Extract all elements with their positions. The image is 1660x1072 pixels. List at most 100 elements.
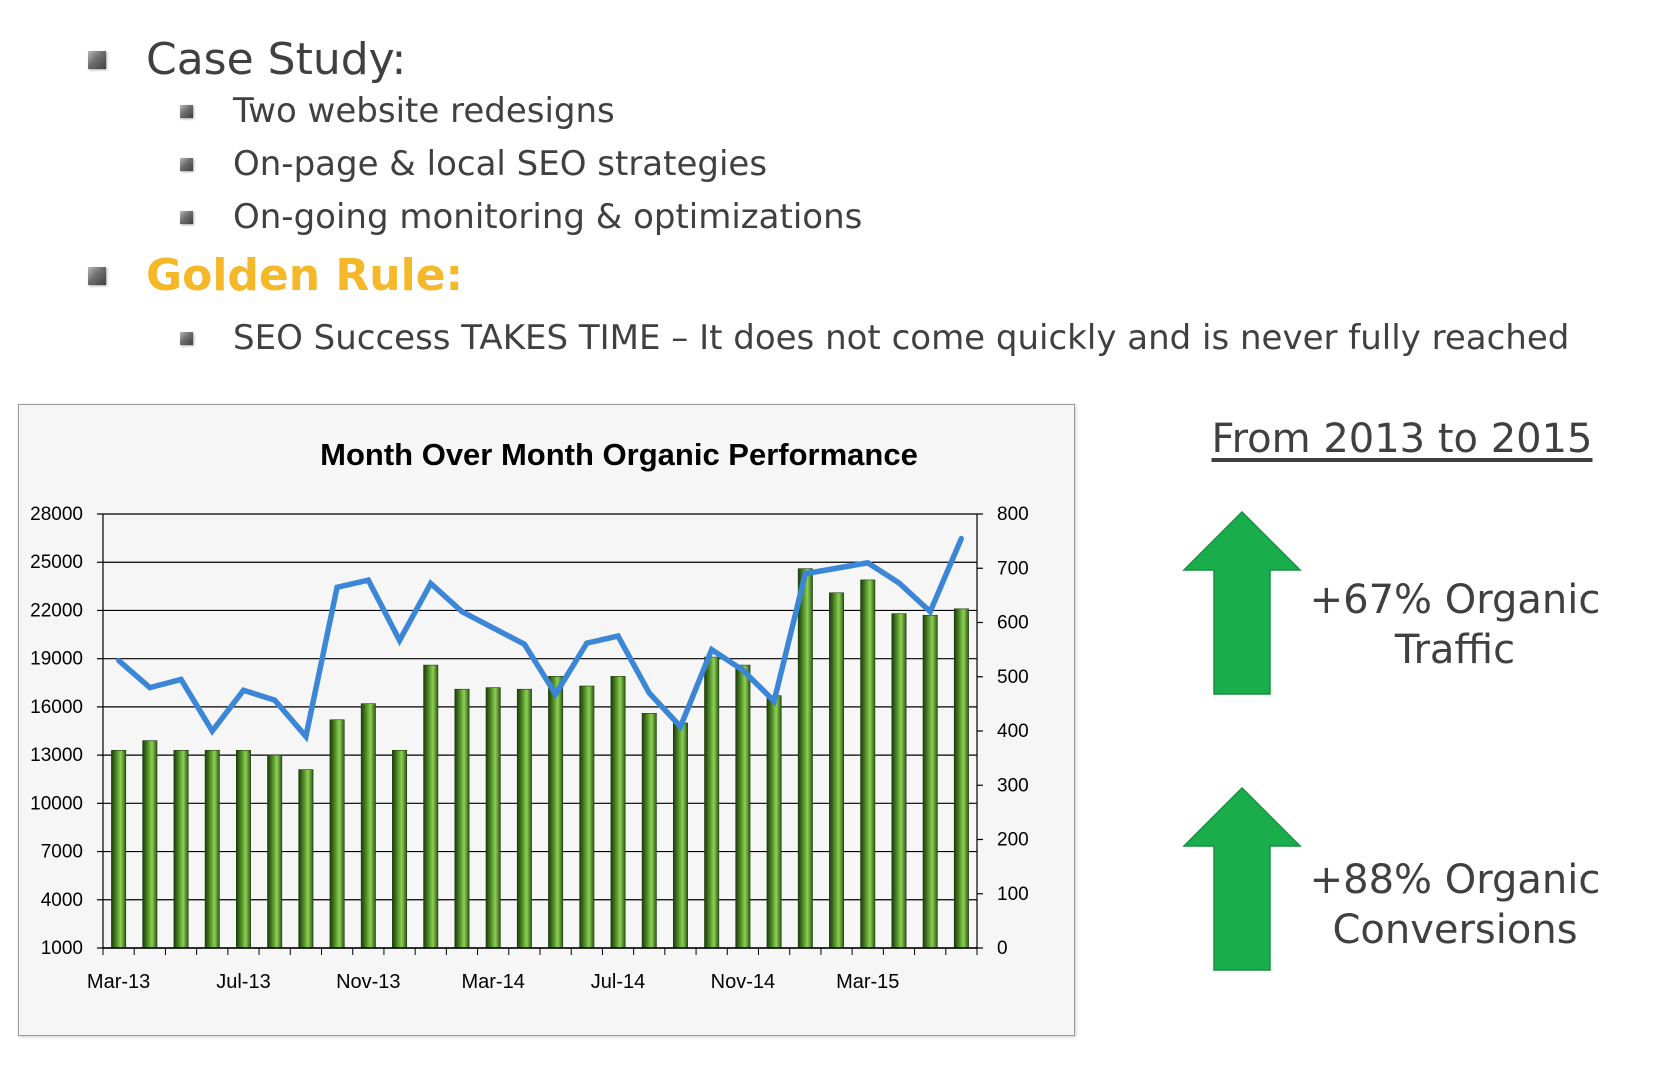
y-tick-label: 28000 bbox=[30, 504, 83, 525]
line-point bbox=[771, 698, 777, 704]
bullet-text: Two website redesigns bbox=[233, 91, 615, 131]
bullet-text: SEO Success TAKES TIME – It does not com… bbox=[233, 318, 1570, 358]
case-study-heading: Case Study: bbox=[146, 34, 407, 85]
line-point bbox=[958, 535, 964, 541]
bar bbox=[485, 687, 501, 949]
bar bbox=[797, 568, 813, 949]
x-tick-label: Mar-15 bbox=[836, 971, 899, 993]
bullet-seo-strategies: On-page & local SEO strategies bbox=[180, 144, 767, 184]
x-tick-label: Nov-13 bbox=[336, 971, 400, 993]
bullet-redesigns: Two website redesigns bbox=[180, 91, 615, 131]
traffic-stat-line1: +67% Organic bbox=[1309, 577, 1601, 623]
bar bbox=[392, 749, 408, 949]
bar bbox=[298, 769, 314, 949]
bullet-text: On-page & local SEO strategies bbox=[233, 144, 768, 184]
line-point bbox=[240, 687, 246, 693]
y-tick-label: 19000 bbox=[30, 649, 83, 670]
bar bbox=[142, 740, 158, 949]
line-point bbox=[147, 685, 153, 691]
line-point bbox=[834, 565, 840, 571]
y2-tick-label: 400 bbox=[997, 721, 1029, 742]
bar bbox=[235, 749, 251, 949]
line-point bbox=[521, 641, 527, 647]
x-tick-label: Nov-14 bbox=[711, 971, 775, 993]
line-point bbox=[896, 580, 902, 586]
y-tick-label: 1000 bbox=[41, 938, 83, 959]
bullet-monitoring: On-going monitoring & optimizations bbox=[180, 197, 862, 237]
bar bbox=[267, 754, 283, 949]
bullet-case-study: Case Study: bbox=[88, 34, 406, 85]
line-point bbox=[209, 728, 215, 734]
bullet-square-icon bbox=[180, 210, 193, 224]
bar bbox=[922, 614, 938, 949]
bar bbox=[204, 749, 220, 949]
bar bbox=[766, 695, 782, 949]
line-point bbox=[397, 637, 403, 643]
bar bbox=[704, 656, 720, 949]
combo-chart: Month Over Month Organic Performance 100… bbox=[30, 437, 1029, 993]
bar bbox=[579, 685, 595, 949]
summary-heading: From 2013 to 2015 bbox=[1211, 416, 1593, 462]
y-tick-label: 7000 bbox=[41, 842, 83, 863]
line-point bbox=[709, 647, 715, 653]
y-tick-label: 25000 bbox=[30, 552, 83, 573]
y2-tick-label: 100 bbox=[997, 884, 1029, 905]
golden-rule-heading: Golden Rule: bbox=[146, 250, 464, 301]
y-tick-label: 10000 bbox=[30, 793, 83, 814]
line-point bbox=[677, 724, 683, 730]
y-tick-label: 16000 bbox=[30, 697, 83, 718]
line-point bbox=[802, 571, 808, 577]
traffic-stat: +67% Organic Traffic bbox=[1290, 575, 1620, 675]
line-point bbox=[865, 560, 871, 566]
bar bbox=[610, 676, 626, 949]
bar bbox=[735, 664, 751, 949]
y-tick-label: 22000 bbox=[30, 600, 83, 621]
conversions-line bbox=[116, 537, 964, 743]
chart-title: Month Over Month Organic Performance bbox=[320, 437, 918, 472]
line-point bbox=[116, 657, 122, 663]
bar bbox=[953, 608, 969, 949]
bullet-square-icon bbox=[88, 266, 106, 285]
line-point bbox=[303, 733, 309, 739]
line-point bbox=[365, 577, 371, 583]
up-arrow-icon bbox=[1182, 786, 1302, 971]
line-point bbox=[740, 667, 746, 673]
y-tick-label: 13000 bbox=[30, 745, 83, 766]
y2-tick-label: 800 bbox=[997, 504, 1029, 525]
y2-tick-label: 600 bbox=[997, 613, 1029, 634]
bullet-square-icon bbox=[180, 104, 193, 118]
y2-tick-label: 200 bbox=[997, 830, 1029, 851]
bullet-square-icon bbox=[88, 50, 106, 69]
conversions-stat-line2: Conversions bbox=[1332, 907, 1578, 953]
line-point bbox=[490, 625, 496, 631]
bar bbox=[516, 688, 532, 949]
bar bbox=[423, 664, 439, 949]
bar bbox=[111, 749, 127, 949]
line-point bbox=[272, 697, 278, 703]
bar bbox=[454, 688, 470, 949]
line-point bbox=[584, 640, 590, 646]
bar bbox=[173, 749, 189, 949]
bar bbox=[360, 703, 376, 949]
bullet-square-icon bbox=[180, 331, 193, 345]
x-tick-label: Mar-13 bbox=[87, 971, 150, 993]
line-point bbox=[334, 584, 340, 590]
bar bbox=[672, 722, 688, 949]
bar bbox=[329, 719, 345, 949]
y2-tick-label: 0 bbox=[997, 938, 1008, 959]
line-point bbox=[553, 691, 559, 697]
bullet-golden-rule: Golden Rule: bbox=[88, 250, 463, 301]
x-tick-label: Mar-14 bbox=[461, 971, 524, 993]
line-point bbox=[927, 609, 933, 615]
bullet-seo-success: SEO Success TAKES TIME – It does not com… bbox=[180, 318, 1569, 358]
conversions-stat: +88% Organic Conversions bbox=[1290, 855, 1620, 955]
line-point bbox=[428, 580, 434, 586]
chart-frame: Month Over Month Organic Performance 100… bbox=[18, 404, 1075, 1036]
up-arrow-icon bbox=[1182, 510, 1302, 695]
line-point bbox=[459, 609, 465, 615]
y-tick-label: 4000 bbox=[41, 890, 83, 911]
line-point bbox=[646, 690, 652, 696]
traffic-stat-line2: Traffic bbox=[1394, 627, 1516, 673]
bar bbox=[860, 579, 876, 949]
y2-tick-label: 700 bbox=[997, 558, 1029, 579]
